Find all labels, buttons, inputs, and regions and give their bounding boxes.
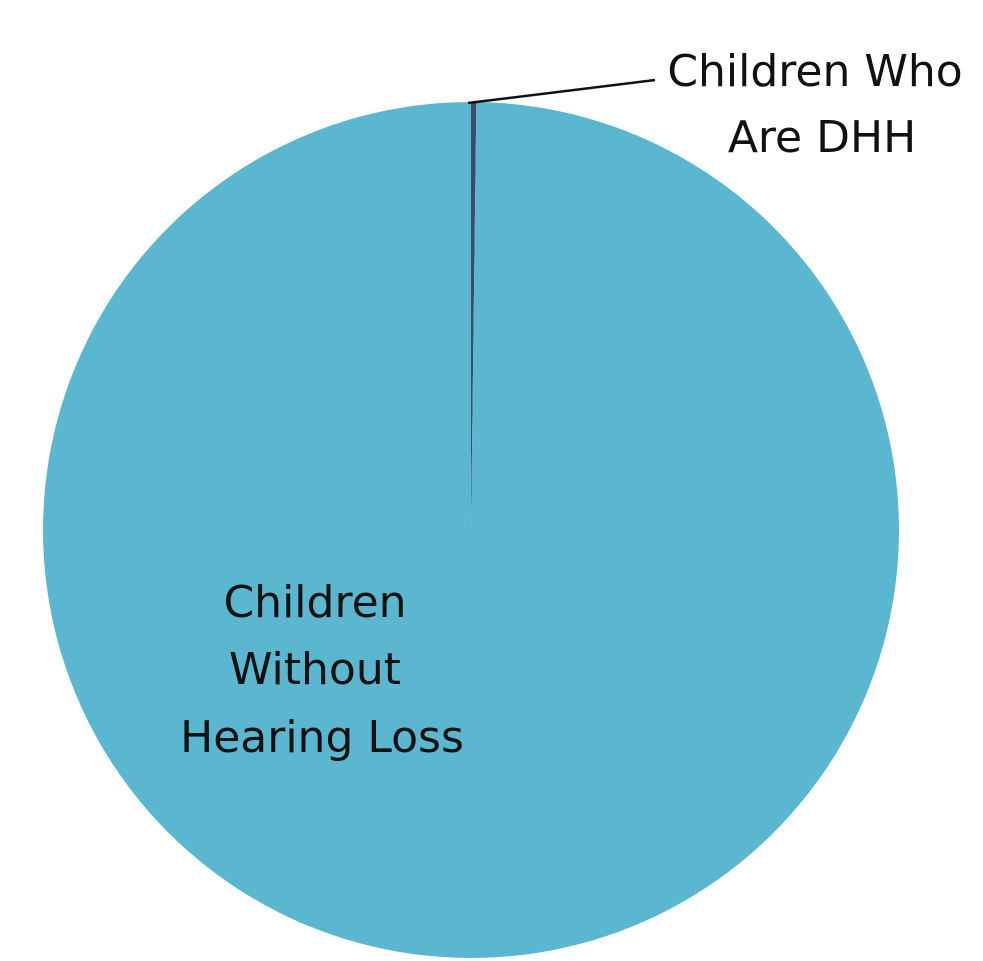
pie-slice-dhh [471,102,477,530]
slice-label-dhh-line-1: Children Who [667,46,962,97]
pie-slice-without-hearing-loss [42,102,899,958]
slice-label-without-hearing-loss: Children Without Hearing Loss [180,577,464,763]
pie-slices [42,102,899,958]
slice-label-without-hearing-loss-line-1: Children [223,577,406,628]
slice-label-without-hearing-loss-line-2: Without [229,644,401,695]
dhh-leader-line [467,78,656,105]
slice-label-without-hearing-loss-line-3: Hearing Loss [180,712,464,763]
slice-label-dhh: Children Who Are DHH [667,46,976,163]
slice-label-dhh-line-2: Are DHH [728,112,916,163]
